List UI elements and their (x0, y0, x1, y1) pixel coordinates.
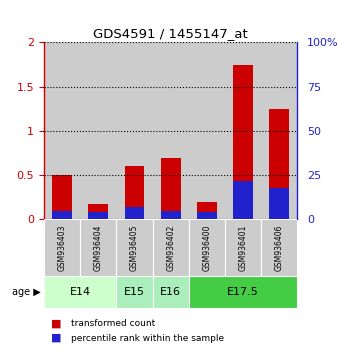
Bar (116, 219, 152, 276)
Text: GSM936400: GSM936400 (202, 224, 211, 271)
Bar (152, 42, 189, 219)
Bar (189, 219, 225, 276)
Text: E15: E15 (124, 287, 145, 297)
Bar (261, 42, 297, 219)
Bar (116, 276, 152, 308)
Text: E16: E16 (160, 287, 181, 297)
Bar (197, 212, 217, 219)
Bar (225, 42, 261, 219)
Bar (152, 219, 189, 276)
Bar (269, 109, 289, 219)
Bar (124, 166, 144, 219)
Bar (116, 42, 152, 219)
Bar (233, 181, 253, 219)
Bar (52, 211, 72, 219)
Bar (52, 175, 72, 219)
Bar (189, 276, 297, 308)
Bar (88, 212, 108, 219)
Bar (233, 65, 253, 219)
Bar (124, 207, 144, 219)
Bar (197, 202, 217, 219)
Text: GSM936404: GSM936404 (94, 224, 103, 271)
Text: GSM936405: GSM936405 (130, 224, 139, 271)
Text: age ▶: age ▶ (12, 287, 41, 297)
Title: GDS4591 / 1455147_at: GDS4591 / 1455147_at (93, 27, 248, 40)
Bar (44, 42, 80, 219)
Bar (189, 42, 225, 219)
Bar (88, 204, 108, 219)
Text: transformed count: transformed count (71, 319, 155, 329)
Bar (161, 211, 180, 219)
Bar (44, 219, 80, 276)
Bar (80, 42, 116, 219)
Bar (152, 276, 189, 308)
Bar (261, 219, 297, 276)
Bar (44, 276, 116, 308)
Text: GSM936403: GSM936403 (57, 224, 67, 271)
Text: percentile rank within the sample: percentile rank within the sample (71, 333, 224, 343)
Text: GSM936406: GSM936406 (275, 224, 284, 271)
Bar (161, 158, 180, 219)
Bar (225, 219, 261, 276)
Text: E14: E14 (70, 287, 91, 297)
Text: GSM936401: GSM936401 (239, 224, 248, 271)
Text: GSM936402: GSM936402 (166, 224, 175, 271)
Text: ■: ■ (51, 319, 61, 329)
Text: E17.5: E17.5 (227, 287, 259, 297)
Bar (269, 188, 289, 219)
Text: ■: ■ (51, 333, 61, 343)
Bar (80, 219, 116, 276)
